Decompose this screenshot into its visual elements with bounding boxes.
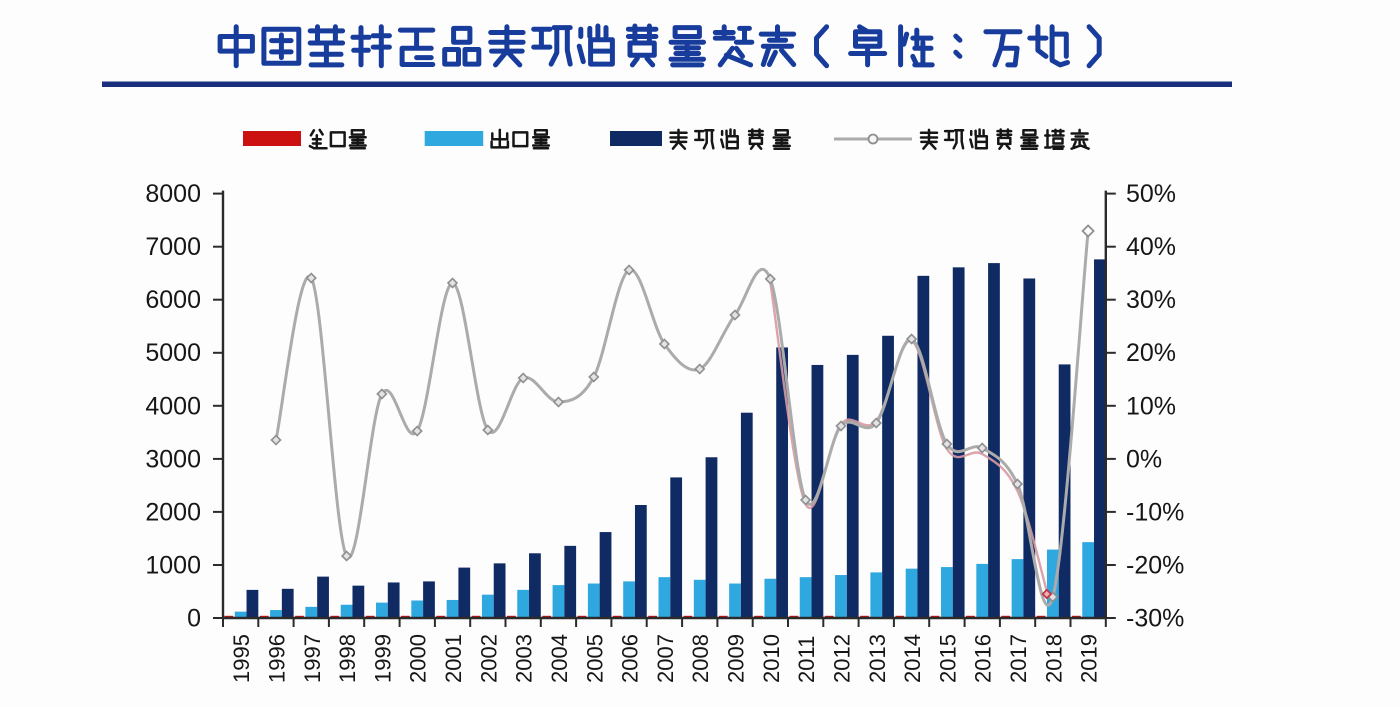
svg-text:30%: 30% [1126, 286, 1176, 314]
svg-text:2007: 2007 [653, 634, 678, 683]
svg-text:2013: 2013 [865, 634, 890, 683]
svg-text:40%: 40% [1126, 233, 1176, 261]
svg-text:3000: 3000 [145, 445, 201, 473]
svg-text:1998: 1998 [335, 634, 360, 683]
svg-text:2012: 2012 [830, 634, 855, 683]
svg-text:4000: 4000 [145, 392, 201, 420]
svg-text:1997: 1997 [300, 634, 325, 683]
svg-text:2010: 2010 [759, 634, 784, 683]
svg-text:1996: 1996 [265, 634, 290, 683]
svg-text:2017: 2017 [1006, 634, 1031, 683]
svg-text:2002: 2002 [476, 634, 501, 683]
svg-text:8000: 8000 [145, 180, 201, 208]
svg-text:7000: 7000 [145, 233, 201, 261]
svg-text:2006: 2006 [618, 634, 643, 683]
svg-text:2011: 2011 [794, 636, 819, 683]
svg-text:2000: 2000 [406, 634, 431, 683]
svg-text:2008: 2008 [688, 634, 713, 683]
svg-text:-20%: -20% [1126, 552, 1184, 580]
svg-text:10%: 10% [1126, 392, 1176, 420]
svg-text:2005: 2005 [582, 634, 607, 683]
svg-text:0: 0 [187, 605, 201, 633]
svg-text:20%: 20% [1126, 339, 1176, 367]
svg-text:2018: 2018 [1041, 634, 1066, 683]
svg-text:2009: 2009 [724, 634, 749, 683]
svg-text:1000: 1000 [145, 552, 201, 580]
svg-text:-10%: -10% [1126, 498, 1184, 526]
svg-text:2014: 2014 [900, 634, 925, 683]
svg-text:2003: 2003 [512, 634, 537, 683]
svg-text:1999: 1999 [370, 634, 395, 683]
svg-text:2016: 2016 [971, 634, 996, 683]
svg-text:50%: 50% [1126, 180, 1176, 208]
svg-text:1995: 1995 [229, 634, 254, 683]
svg-text:2001: 2001 [441, 634, 466, 683]
svg-text:6000: 6000 [145, 286, 201, 314]
svg-text:2000: 2000 [145, 498, 201, 526]
svg-text:0%: 0% [1126, 445, 1162, 473]
svg-text:2004: 2004 [547, 634, 572, 683]
svg-text:-30%: -30% [1126, 605, 1184, 633]
svg-text:5000: 5000 [145, 339, 201, 367]
svg-text:2015: 2015 [935, 634, 960, 683]
svg-text:2019: 2019 [1077, 634, 1102, 683]
